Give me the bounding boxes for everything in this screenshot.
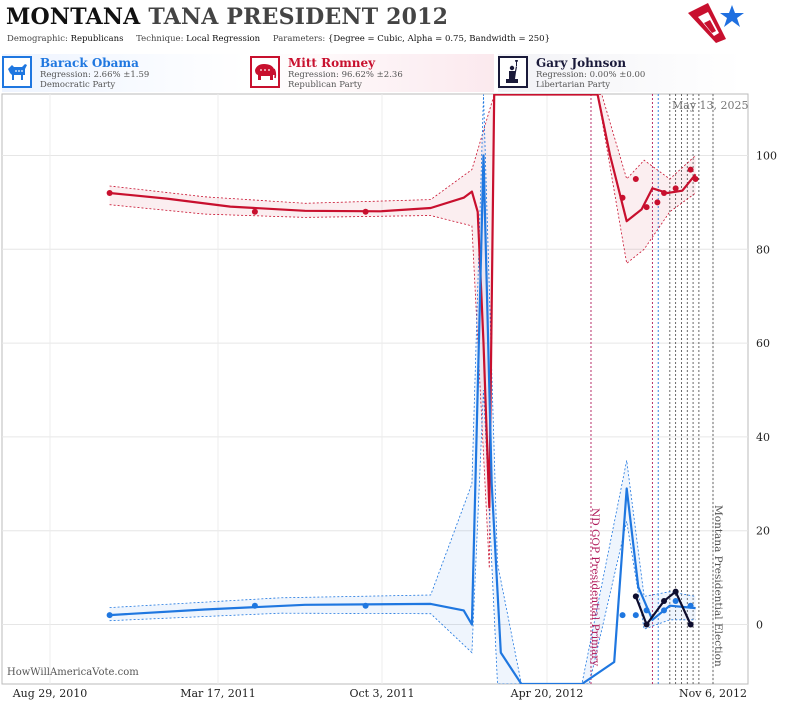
plot-frame [1,93,749,685]
technique-value: Local Regression [186,34,261,44]
grid-lines [2,94,748,684]
axes: 0 20 40 60 80 100 Aug 29, 2010 Mar 17, 2011 Oct … [12,150,777,701]
x-tick-label: Apr 20, 2012 [510,687,584,700]
candidate-name: Mitt Romney [288,56,376,70]
donkey-icon [2,56,32,88]
elephant-icon [250,56,280,88]
x-tick-label: Nov 6, 2012 [679,687,747,700]
data-point-barack-obama [106,612,113,619]
demographic-value: Republicans [70,34,124,44]
event-label-montana-election: Montana Presidential Election [712,505,724,667]
y-tick-label: 100 [756,150,777,163]
title-state: MONTANA [6,4,141,30]
candidate-card-obama[interactable]: Barack Obama Regression: 2.66% ±1.59 Dem… [2,54,246,92]
page-title: MONTANA TANA PRESIDENT 2012 [6,4,448,30]
data-point-mitt-romney [661,190,668,197]
data-point-barack-obama [251,602,258,609]
candidate-regression: Regression: 0.00% ±0.00 [536,70,646,80]
y-tick-label: 80 [756,243,770,256]
x-tick-label: Oct 3, 2011 [349,687,414,700]
data-point-mitt-romney [643,204,650,211]
plot-background [1,93,749,685]
x-tick-label: Mar 17, 2011 [180,687,256,700]
trend-line-mitt-romney [109,94,697,509]
data-point-barack-obama [362,602,369,609]
data-point-gary-johnson [672,588,679,595]
data-point-mitt-romney [106,190,113,197]
demographic-label: Demographic: [7,34,68,44]
candidate-regression: Regression: 2.66% ±1.59 [40,70,150,80]
data-point-mitt-romney [692,175,699,182]
site-logo-icon[interactable] [686,3,748,47]
data-point-barack-obama [672,598,679,605]
data-point-barack-obama [661,607,668,614]
candidate-party: Libertarian Party [536,80,611,90]
band-lower-barack-obama [109,389,696,684]
candidate-card-romney[interactable]: Mitt Romney Regression: 96.62% ±2.36 Rep… [250,54,494,92]
candidate-name: Gary Johnson [536,56,627,70]
data-point-gary-johnson [643,621,650,628]
candidate-party: Republican Party [288,80,362,90]
event-label-nd-primary: ND GOP Presidential Primary [589,508,601,666]
y-tick-label: 40 [756,431,770,444]
x-tick-label: Aug 29, 2010 [12,687,88,700]
data-point-mitt-romney [362,208,369,215]
data-point-gary-johnson [632,593,639,600]
data-point-mitt-romney [619,194,626,201]
y-tick-label: 20 [756,525,770,538]
parameters-value: {Degree = Cubic, Alpha = 0.75, Bandwidth… [327,34,550,44]
candidate-name: Barack Obama [40,56,139,70]
data-point-gary-johnson [661,598,668,605]
data-point-barack-obama [632,612,639,619]
watermark[interactable]: HowWillAmericaVote.com [7,667,139,678]
data-point-mitt-romney [687,166,694,173]
parameters-line: Demographic: Republicans Technique: Loca… [7,34,560,44]
as-of-date: May 13, 2025 [672,99,749,112]
candidate-regression: Regression: 96.62% ±2.36 [288,70,403,80]
data-point-barack-obama [643,607,650,614]
data-point-mitt-romney [672,185,679,192]
title-rest: TANA PRESIDENT 2012 [148,4,449,30]
data-point-mitt-romney [632,175,639,182]
statue-of-liberty-icon [498,56,528,88]
poll-points [106,166,699,628]
technique-label: Technique: [136,34,184,44]
data-point-mitt-romney [251,208,258,215]
y-tick-label: 0 [756,619,763,632]
data-point-barack-obama [687,602,694,609]
data-point-gary-johnson [687,621,694,628]
data-point-mitt-romney [654,199,661,206]
candidate-card-johnson[interactable]: Gary Johnson Regression: 0.00% ±0.00 Lib… [498,54,742,92]
band-lower-mitt-romney [109,94,696,569]
trend-line-barack-obama [109,154,696,684]
parameters-label: Parameters: [272,34,326,44]
header: MONTANA TANA PRESIDENT 2012 Demographic:… [0,0,789,52]
y-tick-label: 60 [756,337,770,350]
candidate-party: Democratic Party [40,80,116,90]
data-point-barack-obama [619,612,626,619]
band-upper-barack-obama [109,94,696,684]
